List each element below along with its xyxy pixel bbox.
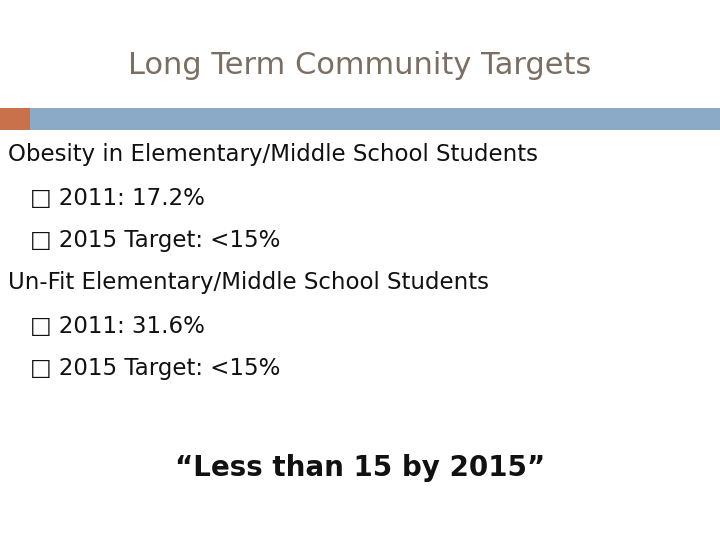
Text: Obesity in Elementary/Middle School Students: Obesity in Elementary/Middle School Stud… <box>8 144 538 166</box>
Text: □ 2011: 31.6%: □ 2011: 31.6% <box>30 314 205 338</box>
Text: □ 2011: 17.2%: □ 2011: 17.2% <box>30 186 205 210</box>
Text: Un-Fit Elementary/Middle School Students: Un-Fit Elementary/Middle School Students <box>8 272 489 294</box>
Text: “Less than 15 by 2015”: “Less than 15 by 2015” <box>175 454 545 482</box>
Text: □ 2015 Target: <15%: □ 2015 Target: <15% <box>30 356 280 380</box>
Text: □ 2015 Target: <15%: □ 2015 Target: <15% <box>30 228 280 252</box>
Bar <box>0 108 720 130</box>
Text: Long Term Community Targets: Long Term Community Targets <box>128 51 592 79</box>
Bar <box>0 108 30 130</box>
